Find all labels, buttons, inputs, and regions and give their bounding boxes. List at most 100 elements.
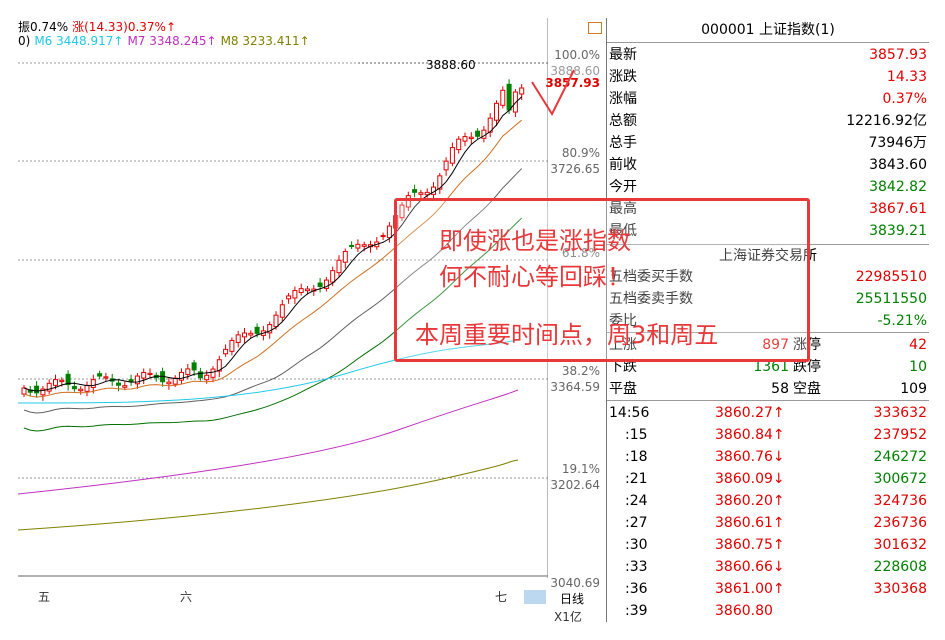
tick-volume: 330368: [873, 581, 927, 597]
book-row: 五档委买手数 22985510: [607, 266, 929, 288]
tick-row[interactable]: :36 3861.00↑ 330368: [607, 578, 929, 600]
breadth-label: 下跌: [609, 359, 637, 375]
ma20-line: [23, 168, 523, 414]
ma6-line: [18, 339, 519, 404]
breadth-limit-count: 109: [900, 381, 927, 397]
quote-label: 总额: [609, 113, 637, 129]
book-value: 22985510: [855, 269, 927, 285]
tick-price: 3860.84↑: [715, 427, 785, 443]
tick-time: :18: [625, 449, 648, 465]
tick-price: 3860.27↑: [715, 405, 785, 421]
ma30-line: [23, 217, 523, 432]
ma-legend: 振0.74% 涨(14.33)0.37%↑ 0) M6 3448.917↑ M7 33…: [18, 20, 558, 48]
pct-label-382: 38.2%: [561, 364, 600, 378]
tick-row[interactable]: :33 3860.66↓ 228608: [607, 556, 929, 578]
ma10-line: [23, 119, 523, 398]
tick-row[interactable]: :27 3860.61↑ 236736: [607, 512, 929, 534]
tick-volume: 300672: [873, 471, 927, 487]
book-value: 25511550: [855, 291, 927, 307]
candle-body: [494, 102, 499, 121]
breadth-row: 平盘 58 空盘 109: [607, 378, 929, 400]
book-row: 委比 -5.21%: [607, 310, 929, 332]
quote-row: 涨幅 0.37%: [607, 88, 929, 110]
quote-value: 73946万: [868, 135, 927, 151]
quote-row: 最低 3839.21: [607, 220, 929, 242]
tick-row[interactable]: 14:56 3860.27↑ 333632: [607, 402, 929, 424]
breadth-count: 58: [771, 381, 789, 397]
candle-body: [78, 388, 84, 392]
quote-row: 最高 3867.61: [607, 198, 929, 220]
candle-body: [468, 136, 474, 140]
tick-row[interactable]: :21 3860.09↓ 300672: [607, 468, 929, 490]
amplitude-text: 振0.74%: [18, 20, 69, 34]
tick-time: :24: [625, 493, 648, 509]
candle-body: [399, 204, 405, 219]
candle-body: [443, 160, 449, 171]
quote-row: 总额 12216.92亿: [607, 110, 929, 132]
tick-price: 3860.20↑: [715, 493, 785, 509]
candle-body: [437, 175, 443, 190]
candle-body: [248, 332, 254, 336]
annotation-box: 即使涨也是涨指数 何不耐心等回踩！ 本周重要时间点，周3和周五: [394, 198, 810, 362]
quote-value: 3857.93: [869, 47, 927, 63]
candle-body: [462, 136, 468, 142]
quote-label: 最高: [609, 201, 637, 217]
quote-value: 3842.82: [869, 179, 927, 195]
quote-label: 前收: [609, 157, 637, 173]
price-label-4: 3202.64: [550, 478, 600, 492]
candle-body: [65, 373, 71, 386]
tick-row[interactable]: :18 3860.76↓ 246272: [607, 446, 929, 468]
candle-body: [349, 244, 355, 247]
tick-price: 3860.61↑: [715, 515, 785, 531]
x-tick-sat: 六: [180, 590, 193, 604]
candle-body: [500, 89, 506, 106]
candle-body: [147, 372, 153, 375]
ma-zero-text: 0): [18, 34, 31, 48]
candle-body: [122, 385, 128, 388]
quote-row: 总手 73946万: [607, 132, 929, 154]
tick-volume: 246272: [873, 449, 927, 465]
tick-time: 14:56: [609, 405, 650, 421]
candle-body: [292, 289, 298, 299]
kline-chart[interactable]: [18, 18, 548, 578]
candle-body: [185, 368, 191, 375]
candle-body: [84, 384, 90, 392]
quote-label: 今开: [609, 179, 637, 195]
candle-body: [191, 362, 197, 371]
price-label-3: 3364.59: [550, 380, 600, 394]
annotation-line-1: 即使涨也是涨指数: [439, 227, 631, 255]
candle-body: [380, 235, 386, 238]
quote-value: 14.33: [886, 69, 927, 85]
quote-value: 0.37%: [882, 91, 927, 107]
quote-panel: 000001 上证指数(1) 最新 3857.93 涨跌 14.33 涨幅 0.37% 总额…: [606, 18, 929, 622]
tick-row[interactable]: :39 3860.80: [607, 600, 929, 622]
daily-tab[interactable]: 日线: [560, 592, 585, 606]
book-label: 委比: [609, 313, 637, 329]
kline-svg[interactable]: [18, 18, 548, 578]
book-row: 五档委卖手数 25511550: [607, 288, 929, 310]
candle-body: [506, 83, 512, 111]
candle-body: [418, 192, 424, 195]
scroll-thumb[interactable]: [524, 590, 546, 604]
settings-box-icon[interactable]: [588, 22, 602, 34]
tick-time: :30: [625, 537, 648, 553]
change-text: 涨(14.33)0.37%↑: [72, 20, 177, 34]
candle-body: [97, 373, 103, 377]
breadth-limit-label: 跌停: [793, 359, 821, 375]
breadth-label: 平盘: [609, 381, 637, 397]
candle-body: [279, 304, 285, 318]
breadth-limit-count: 42: [909, 337, 927, 353]
x-tick-fri: 五: [38, 590, 51, 604]
tick-row[interactable]: :24 3860.20↑ 324736: [607, 490, 929, 512]
annotation-line-3: 本周重要时间点，周3和周五: [415, 321, 719, 349]
breadth-label: 上涨: [609, 337, 637, 353]
high-price-marker: 3888.60: [426, 58, 476, 72]
candle-body: [242, 332, 247, 338]
exchange-text: 上海证券交易所: [719, 248, 817, 264]
x-tick-sun: 七: [495, 590, 508, 604]
candle-body: [512, 91, 518, 113]
tick-row[interactable]: :30 3860.75↑ 301632: [607, 534, 929, 556]
candle-body: [59, 379, 65, 383]
tick-row[interactable]: :15 3860.84↑ 237952: [607, 424, 929, 446]
